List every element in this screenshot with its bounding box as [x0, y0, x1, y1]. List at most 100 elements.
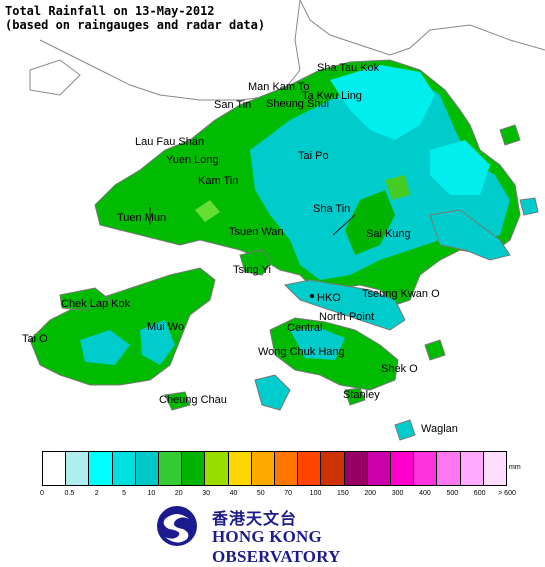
- legend-swatch: [321, 452, 345, 485]
- label-waglan: Waglan: [421, 423, 458, 435]
- lantau-north-coast: [29, 59, 81, 96]
- label-sai-kung: Sai Kung: [366, 228, 411, 240]
- logo-english: HONG KONG OBSERVATORY: [212, 527, 341, 566]
- label-chek-lap-kok: Chek Lap Kok: [61, 298, 131, 310]
- rainfall-legend: [42, 451, 507, 486]
- rain-zone-30-40-a: [195, 200, 220, 222]
- chek-lap-kok-island: [59, 287, 111, 311]
- label-sha-tau-kok: Sha Tau Kok: [317, 62, 380, 74]
- legend-tick-label: 30: [202, 490, 211, 497]
- label-kam-tin: Kam Tin: [198, 175, 238, 187]
- station-markers: [149, 207, 356, 298]
- legend-swatch: [391, 452, 415, 485]
- legend-tick-label: 70: [284, 490, 293, 497]
- legend-tick-label: 100: [309, 490, 322, 497]
- legend-tick-label: > 600: [498, 490, 516, 497]
- hko-emblem-icon: [157, 506, 197, 546]
- east-island-a: [499, 124, 521, 146]
- legend-swatch: [437, 452, 461, 485]
- tsing-yi-island: [239, 249, 273, 276]
- label-central: Central: [287, 322, 322, 334]
- label-stanley: Stanley: [343, 389, 380, 401]
- legend-tick-label: 500: [446, 490, 459, 497]
- legend-swatch: [112, 452, 136, 485]
- lantau-cyan-a: [80, 330, 130, 365]
- legend-tick-label: 5: [122, 490, 126, 497]
- legend-ticks: 0 0.5 2 5 10 20 30 40 50 70 100 150 200 300 400 500 600 >…: [0, 490, 545, 502]
- label-tsuen-wan: Tsuen Wan: [229, 226, 284, 238]
- legend-tick-label: 50: [256, 490, 265, 497]
- legend-swatch: [205, 452, 229, 485]
- place-labels: Sha Tau Kok Man Kam To Ta Kwu Ling San T…: [22, 62, 458, 435]
- logo-chinese: 香港天文台: [212, 509, 298, 528]
- legend-swatch: [251, 452, 276, 485]
- legend-swatch: [228, 452, 252, 485]
- label-yuen-long: Yuen Long: [166, 154, 219, 166]
- label-tsing-yi: Tsing Yi: [233, 264, 271, 276]
- map-title: Total Rainfall on 13-May-2012 (based on …: [5, 4, 265, 32]
- cheung-chau-island: [164, 391, 191, 411]
- legend-tick-label: 600: [473, 490, 486, 497]
- legend-swatch: [483, 452, 507, 485]
- hk-island-cyan: [290, 328, 345, 360]
- label-tuen-mun: Tuen Mun: [117, 212, 166, 224]
- label-wong-chuk-hang: Wong Chuk Hang: [258, 346, 345, 358]
- sai-kung-peninsula: [429, 209, 511, 261]
- rain-zone-20-30-a: [345, 190, 395, 255]
- legend-tick-label: 300: [391, 490, 404, 497]
- mainland-boundary: [299, 0, 545, 56]
- legend-tick-label: 0: [40, 490, 44, 497]
- kowloon-land: [283, 279, 406, 331]
- legend-tick-label: 2: [94, 490, 99, 497]
- title-line-1: Total Rainfall on 13-May-2012: [5, 4, 215, 18]
- hko-marker: [310, 294, 314, 298]
- label-tai-o: Tai O: [22, 333, 48, 345]
- lantau-island: [29, 267, 216, 386]
- legend-swatch: [275, 452, 299, 485]
- legend-swatch: [89, 452, 113, 485]
- label-tai-po: Tai Po: [298, 150, 329, 162]
- label-tseung-kwan-o: Tseung Kwan O: [362, 288, 440, 300]
- label-mui-wo: Mui Wo: [147, 321, 184, 333]
- rain-zone-5-10: [330, 65, 435, 140]
- east-island-b: [519, 197, 539, 216]
- label-san-tin: San Tin: [214, 99, 251, 111]
- lantau-cyan-b: [140, 320, 175, 365]
- po-toi-island: [344, 387, 366, 406]
- legend-swatch: [182, 452, 206, 485]
- label-hko: HKO: [317, 292, 341, 304]
- legend-swatch: [298, 452, 322, 485]
- east-island-c: [424, 339, 446, 361]
- legend-tick-label: 20: [174, 490, 183, 497]
- lamma-island: [254, 374, 291, 411]
- legend-tick-label: 40: [229, 490, 238, 497]
- legend-unit: mm: [509, 464, 521, 471]
- label-man-kam-to: Man Kam To: [248, 81, 310, 93]
- legend-tick-label: 0.5: [64, 490, 75, 497]
- title-line-2: (based on raingauges and radar data): [5, 18, 266, 32]
- label-sha-tin: Sha Tin: [313, 203, 350, 215]
- legend-tick-label: 400: [419, 490, 431, 497]
- legend-swatch: [460, 452, 484, 485]
- legend-tick-label: 150: [337, 490, 349, 497]
- sha-tin-pointer: [332, 214, 356, 236]
- label-ta-kwu-ling: Ta Kwu Ling: [302, 90, 362, 102]
- legend-swatch: [414, 452, 438, 485]
- label-north-point: North Point: [319, 311, 374, 323]
- rain-zone-30-40-b: [385, 175, 410, 200]
- label-sheung-shui: Sheung Shui: [266, 98, 329, 110]
- rain-zone-5-10-east: [430, 140, 490, 195]
- label-lau-fau-shan: Lau Fau Shan: [135, 136, 204, 148]
- label-shek-o: Shek O: [381, 363, 418, 375]
- legend-swatch: [66, 452, 90, 485]
- legend-swatch: [159, 452, 183, 485]
- rainfall-map: Sha Tau Kok Man Kam To Ta Kwu Ling San T…: [22, 0, 545, 441]
- waglan-island-group: [394, 419, 416, 441]
- legend-swatch: [43, 452, 67, 485]
- label-cheung-chau: Cheung Chau: [159, 394, 227, 406]
- hko-logo: 香港天文台 HONG KONG OBSERVATORY: [147, 503, 407, 566]
- mainland-coast-west: [39, 0, 301, 101]
- legend-tick-label: 200: [364, 490, 377, 497]
- legend-swatch: [367, 452, 392, 485]
- legend-swatch: [344, 452, 368, 485]
